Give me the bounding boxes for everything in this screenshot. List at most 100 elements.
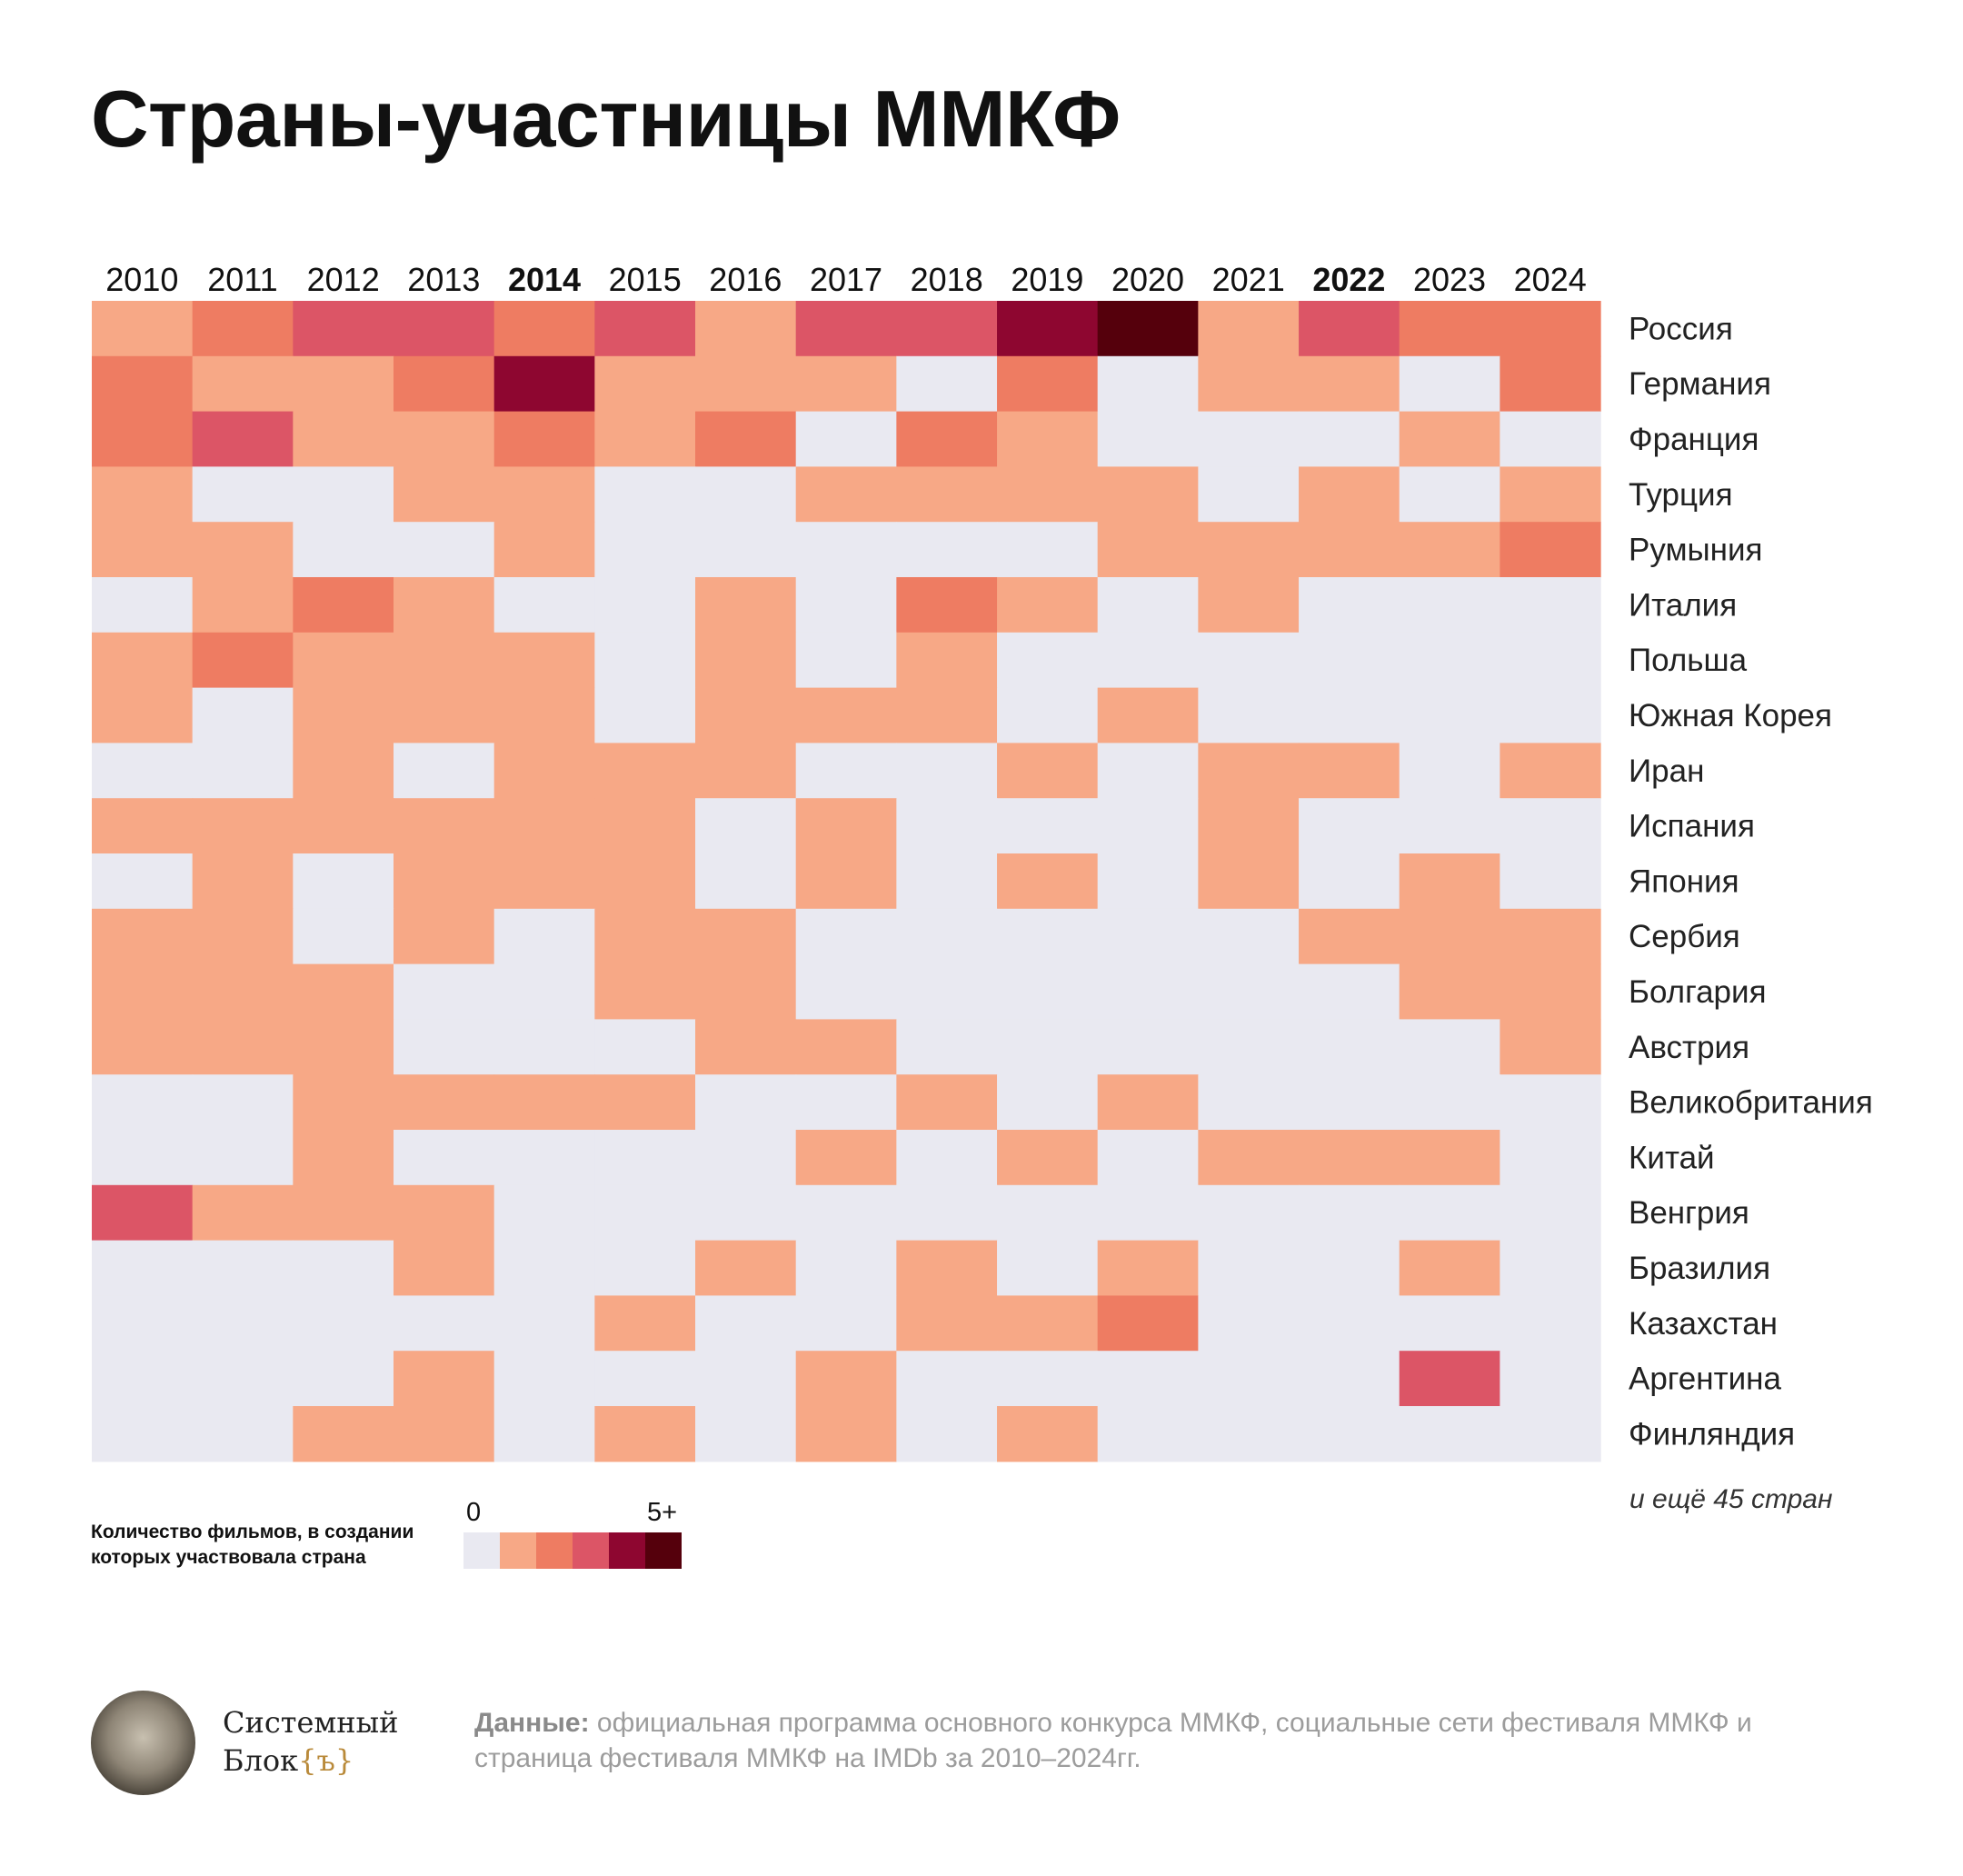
heatmap-cell	[997, 963, 1099, 1020]
year-label-2012: 2012	[307, 261, 380, 298]
heatmap-cell	[192, 1351, 294, 1407]
heatmap-cell	[293, 301, 394, 357]
country-label: Австрия	[1629, 1030, 1749, 1065]
heatmap-cell	[1399, 466, 1500, 523]
heatmap-cell	[1399, 301, 1500, 357]
heatmap-cell	[1097, 1130, 1199, 1186]
heatmap-cell	[1399, 743, 1500, 799]
heatmap-cell	[92, 355, 194, 413]
heatmap-cell	[493, 1240, 595, 1296]
heatmap-cell	[493, 743, 595, 799]
heatmap-cell	[493, 1406, 595, 1462]
heatmap-cell	[192, 577, 294, 634]
heatmap-cell	[997, 908, 1099, 965]
brand-logo: Системный Блок{ъ}	[223, 1703, 398, 1780]
heatmap-cell	[997, 1074, 1099, 1131]
legend-title: Количество фильмов, в создании которых у…	[91, 1522, 414, 1568]
heatmap-cell	[795, 1184, 897, 1242]
heatmap-cell	[695, 687, 797, 743]
heatmap-cell	[896, 1295, 998, 1352]
heatmap-cell	[1399, 687, 1500, 743]
heatmap-cell	[192, 963, 294, 1020]
heatmap-cell	[394, 522, 495, 578]
heatmap-cell	[997, 687, 1099, 743]
heatmap-cell	[92, 522, 194, 578]
heatmap-cell	[1500, 355, 1601, 413]
heatmap-cell	[1399, 632, 1500, 689]
heatmap-cell	[997, 1240, 1099, 1296]
heatmap-cell	[896, 301, 998, 357]
heatmap-cell	[394, 743, 495, 799]
heatmap-cell	[695, 577, 797, 634]
heatmap-cell	[997, 577, 1099, 634]
heatmap-cell	[1500, 577, 1601, 634]
heatmap-cell	[997, 355, 1099, 413]
heatmap-cell	[1500, 798, 1601, 854]
heatmap-cell	[594, 577, 696, 634]
heatmap-cell	[493, 632, 595, 689]
heatmap-cell	[594, 687, 696, 743]
heatmap-cell	[997, 411, 1099, 467]
country-label: Аргентина	[1629, 1362, 1782, 1397]
heatmap-cell	[1198, 798, 1300, 854]
heatmap-cell	[896, 577, 998, 634]
heatmap-cell	[493, 1184, 595, 1242]
heatmap-cell	[997, 1295, 1099, 1352]
heatmap-cell	[293, 1184, 394, 1242]
heatmap-cell	[594, 798, 696, 854]
heatmap-cell	[695, 411, 797, 467]
heatmap-cell	[594, 466, 696, 523]
heatmap-cell	[594, 1295, 696, 1352]
heatmap-cell	[394, 1351, 495, 1407]
brand-mark: {ъ}	[298, 1743, 354, 1778]
heatmap-cell	[1299, 1240, 1400, 1296]
heatmap-cell	[1500, 632, 1601, 689]
heatmap-cell	[192, 522, 294, 578]
heatmap-cell	[1198, 632, 1300, 689]
heatmap-cell	[594, 908, 696, 965]
heatmap-cell	[394, 577, 495, 634]
legend-swatch	[536, 1532, 573, 1569]
country-label: Польша	[1629, 643, 1748, 678]
heatmap-cell	[1097, 853, 1199, 910]
heatmap-cell	[293, 687, 394, 743]
heatmap-cell	[293, 1295, 394, 1352]
heatmap-cell	[896, 355, 998, 413]
heatmap-cell	[92, 1130, 194, 1186]
heatmap-cell	[493, 1351, 595, 1407]
heatmap-cell	[795, 632, 897, 689]
heatmap-cell	[92, 577, 194, 634]
heatmap-cell	[1299, 1019, 1400, 1075]
heatmap-cell	[695, 743, 797, 799]
heatmap-cell	[92, 301, 194, 357]
heatmap-cell	[192, 411, 294, 467]
heatmap-cell	[594, 355, 696, 413]
heatmap-cell	[1097, 1019, 1199, 1075]
country-label: Германия	[1629, 366, 1771, 402]
heatmap-cell	[1299, 687, 1400, 743]
heatmap-cell	[394, 466, 495, 523]
heatmap-cell	[394, 853, 495, 910]
heatmap-cell	[594, 1406, 696, 1462]
heatmap-cell	[394, 1130, 495, 1186]
year-label-2024: 2024	[1514, 261, 1587, 298]
heatmap-cell	[293, 1240, 394, 1296]
heatmap-cell	[1299, 963, 1400, 1020]
heatmap-cell	[192, 853, 294, 910]
heatmap-cell	[394, 908, 495, 965]
heatmap-cell	[1500, 1406, 1601, 1462]
heatmap-cell	[1097, 632, 1199, 689]
heatmap-cell	[1399, 1019, 1500, 1075]
year-label-2011: 2011	[207, 261, 277, 298]
country-label: Великобритания	[1629, 1085, 1873, 1121]
heatmap-cell	[997, 1184, 1099, 1242]
year-label-2010: 2010	[105, 261, 178, 298]
heatmap-cell	[1198, 853, 1300, 910]
heatmap-cell	[394, 1184, 495, 1242]
heatmap-cell	[795, 798, 897, 854]
heatmap-cell	[192, 743, 294, 799]
heatmap-cell	[997, 301, 1099, 357]
year-label-2020: 2020	[1111, 261, 1184, 298]
heatmap-cell	[1097, 743, 1199, 799]
heatmap-cell	[1097, 522, 1199, 578]
